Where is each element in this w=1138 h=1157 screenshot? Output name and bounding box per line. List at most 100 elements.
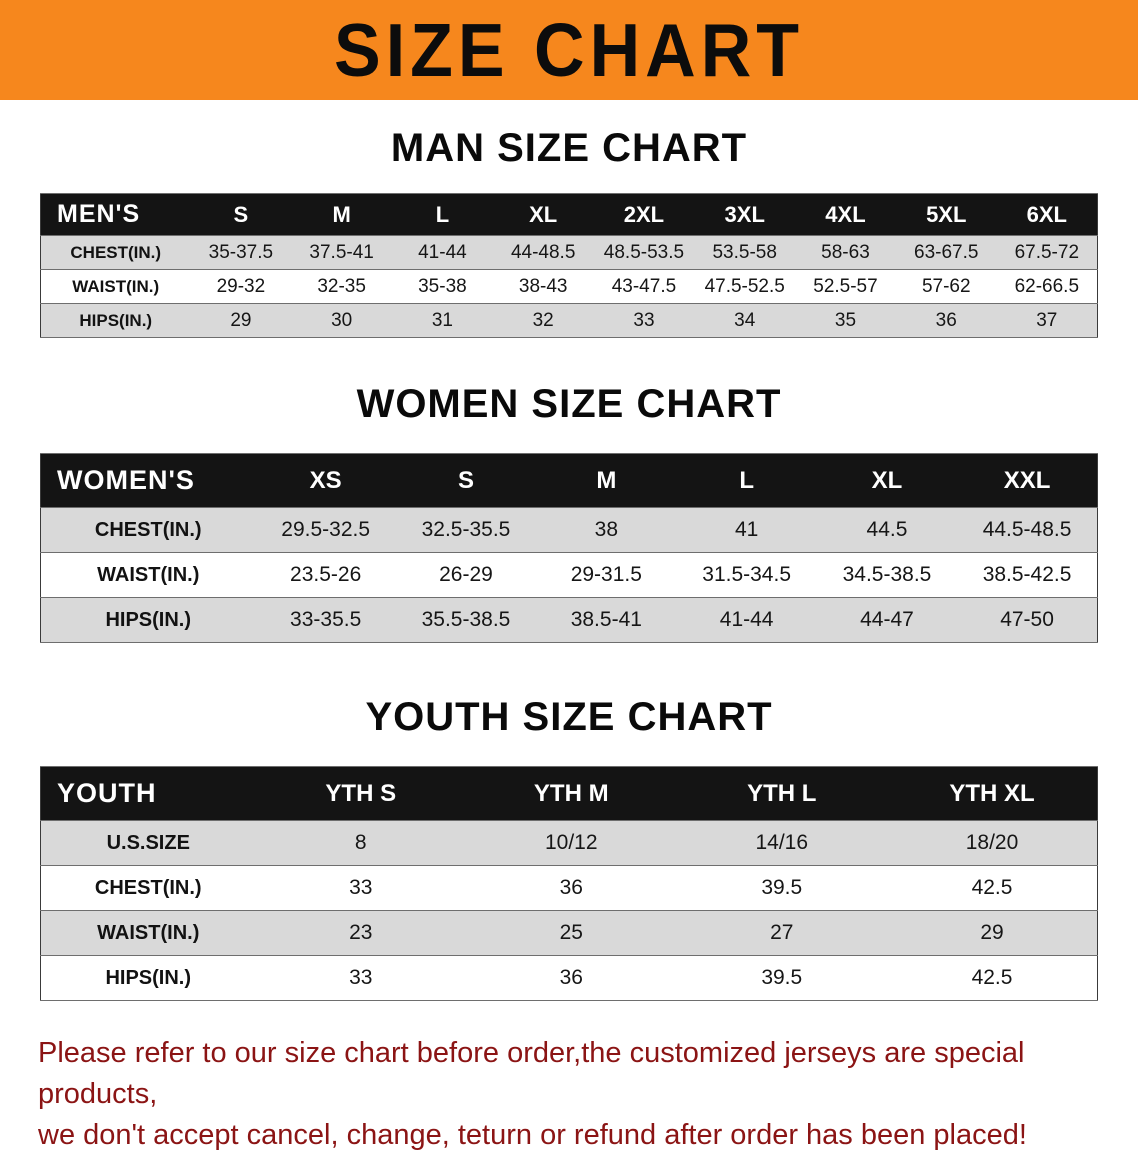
table-header-row: MEN'S S M L XL 2XL 3XL 4XL 5XL 6XL xyxy=(40,193,1098,236)
disclaimer-line-1: Please refer to our size chart before or… xyxy=(38,1037,1025,1111)
value-cell: 8 xyxy=(255,820,466,866)
size-header-cell: L xyxy=(392,193,493,236)
value-cell: 57-62 xyxy=(895,269,997,304)
women-section-heading: WOMEN SIZE CHART xyxy=(356,382,782,426)
women-section: WOMEN SIZE CHART WOMEN'S XS S M L XL XXL CHEST(… xyxy=(0,382,1138,643)
table-header-row: WOMEN'S XS S M L XL XXL xyxy=(40,453,1098,508)
value-cell: 33-35.5 xyxy=(255,597,396,643)
table-title-cell: MEN'S xyxy=(40,193,191,236)
value-cell: 58-63 xyxy=(795,235,896,270)
value-cell: 44.5 xyxy=(816,507,958,553)
value-cell: 47.5-52.5 xyxy=(694,269,796,304)
table-row: HIPS(IN.) 29 30 31 32 33 34 35 36 37 xyxy=(40,303,1098,338)
value-cell: 52.5-57 xyxy=(795,269,896,304)
size-header-cell: YTH XL xyxy=(887,766,1098,821)
value-cell: 33 xyxy=(593,303,695,338)
size-header-cell: 3XL xyxy=(694,193,796,236)
size-header-cell: 5XL xyxy=(895,193,997,236)
value-cell: 29.5-32.5 xyxy=(255,507,396,553)
value-cell: 26-29 xyxy=(395,552,537,598)
size-header-cell: XL xyxy=(492,193,594,236)
men-section: MAN SIZE CHART MEN'S S M L XL 2XL 3XL 4XL 5XL 6XL… xyxy=(0,126,1138,338)
size-header-cell: M xyxy=(291,193,393,236)
value-cell: 63-67.5 xyxy=(895,235,997,270)
value-cell: 41-44 xyxy=(676,597,817,643)
size-header-cell: 6XL xyxy=(996,193,1098,236)
value-cell: 35 xyxy=(795,303,896,338)
value-cell: 62-66.5 xyxy=(996,269,1098,304)
value-cell: 29-32 xyxy=(190,269,292,304)
size-header-cell: YTH L xyxy=(676,766,887,821)
value-cell: 29 xyxy=(190,303,292,338)
value-cell: 38-43 xyxy=(492,269,594,304)
value-cell: 14/16 xyxy=(676,820,887,866)
value-cell: 38.5-41 xyxy=(536,597,677,643)
size-header-cell: YTH S xyxy=(255,766,466,821)
value-cell: 27 xyxy=(676,910,887,956)
value-cell: 23.5-26 xyxy=(255,552,396,598)
table-row: HIPS(IN.) 33 36 39.5 42.5 xyxy=(40,955,1098,1001)
table-row: U.S.SIZE 8 10/12 14/16 18/20 xyxy=(40,820,1098,866)
value-cell: 33 xyxy=(255,865,466,911)
value-cell: 32 xyxy=(492,303,594,338)
value-cell: 41-44 xyxy=(392,235,493,270)
table-row: CHEST(IN.) 29.5-32.5 32.5-35.5 38 41 44.5 44.5… xyxy=(40,507,1098,553)
size-header-cell: S xyxy=(395,453,537,508)
table-header-row: YOUTH YTH S YTH M YTH L YTH XL xyxy=(40,766,1098,821)
table-title-cell: WOMEN'S xyxy=(40,453,256,508)
women-size-table: WOMEN'S XS S M L XL XXL CHEST(IN.) 29.5-32.5 32.5… xyxy=(40,453,1098,643)
youth-section: YOUTH SIZE CHART YOUTH YTH S YTH M YTH L YTH… xyxy=(0,695,1138,1001)
value-cell: 10/12 xyxy=(466,820,677,866)
value-cell: 29-31.5 xyxy=(536,552,677,598)
size-header-cell: L xyxy=(676,453,817,508)
value-cell: 43-47.5 xyxy=(593,269,695,304)
value-cell: 29 xyxy=(887,910,1098,956)
men-section-heading: MAN SIZE CHART xyxy=(390,126,748,170)
value-cell: 36 xyxy=(466,865,677,911)
size-header-cell: M xyxy=(536,453,677,508)
row-label-cell: WAIST(IN.) xyxy=(40,910,256,956)
youth-size-table: YOUTH YTH S YTH M YTH L YTH XL U.S.SIZE 8 10/12… xyxy=(40,766,1098,1001)
size-header-cell: XL xyxy=(816,453,958,508)
value-cell: 34 xyxy=(694,303,796,338)
size-header-cell: YTH M xyxy=(466,766,677,821)
banner: SIZE CHART xyxy=(0,0,1138,100)
value-cell: 44.5-48.5 xyxy=(957,507,1098,553)
row-label-cell: U.S.SIZE xyxy=(40,820,256,866)
value-cell: 38 xyxy=(536,507,677,553)
value-cell: 31.5-34.5 xyxy=(676,552,817,598)
row-label-cell: HIPS(IN.) xyxy=(40,955,256,1001)
value-cell: 35-37.5 xyxy=(190,235,292,270)
value-cell: 42.5 xyxy=(887,865,1098,911)
value-cell: 34.5-38.5 xyxy=(816,552,958,598)
size-header-cell: 4XL xyxy=(795,193,896,236)
row-label-cell: HIPS(IN.) xyxy=(40,303,191,338)
disclaimer: Please refer to our size chart before or… xyxy=(38,1033,1100,1157)
value-cell: 25 xyxy=(466,910,677,956)
value-cell: 36 xyxy=(466,955,677,1001)
row-label-cell: CHEST(IN.) xyxy=(40,235,191,270)
value-cell: 37.5-41 xyxy=(291,235,393,270)
row-label-cell: WAIST(IN.) xyxy=(40,552,256,598)
row-label-cell: CHEST(IN.) xyxy=(40,865,256,911)
table-title-cell: YOUTH xyxy=(40,766,256,821)
value-cell: 36 xyxy=(895,303,997,338)
row-label-cell: HIPS(IN.) xyxy=(40,597,256,643)
value-cell: 42.5 xyxy=(887,955,1098,1001)
value-cell: 44-47 xyxy=(816,597,958,643)
value-cell: 39.5 xyxy=(676,955,887,1001)
row-label-cell: WAIST(IN.) xyxy=(40,269,191,304)
value-cell: 48.5-53.5 xyxy=(593,235,695,270)
value-cell: 32.5-35.5 xyxy=(395,507,537,553)
banner-title: SIZE CHART xyxy=(334,7,804,93)
value-cell: 18/20 xyxy=(887,820,1098,866)
size-header-cell: XS xyxy=(255,453,396,508)
value-cell: 33 xyxy=(255,955,466,1001)
size-header-cell: XXL xyxy=(957,453,1098,508)
table-row: WAIST(IN.) 23 25 27 29 xyxy=(40,910,1098,956)
value-cell: 41 xyxy=(676,507,817,553)
youth-section-heading: YOUTH SIZE CHART xyxy=(365,695,773,739)
table-row: CHEST(IN.) 33 36 39.5 42.5 xyxy=(40,865,1098,911)
table-row: CHEST(IN.) 35-37.5 37.5-41 41-44 44-48.5 48.5… xyxy=(40,235,1098,270)
